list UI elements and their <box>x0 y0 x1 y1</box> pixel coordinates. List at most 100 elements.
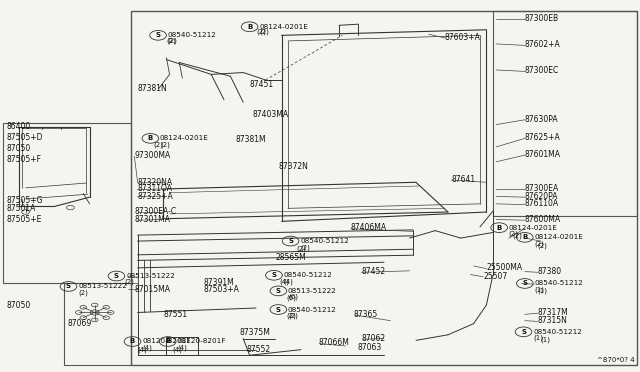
Text: 87630PA: 87630PA <box>525 115 559 124</box>
Text: (4): (4) <box>280 279 289 285</box>
Text: 08540-51212: 08540-51212 <box>288 307 337 312</box>
Text: (2): (2) <box>534 240 544 247</box>
Text: 87391M: 87391M <box>204 278 234 287</box>
Text: (6): (6) <box>286 294 296 301</box>
Text: 87381N: 87381N <box>138 84 167 93</box>
Text: 876110A: 876110A <box>525 199 559 208</box>
Text: B: B <box>165 339 170 344</box>
Text: 87505+G: 87505+G <box>6 196 43 205</box>
Text: 97300MA: 97300MA <box>134 151 171 160</box>
Text: 87503+A: 87503+A <box>204 285 239 294</box>
Bar <box>3 123 131 283</box>
Text: 87372N: 87372N <box>278 162 308 171</box>
Text: 87300EA-C: 87300EA-C <box>134 207 177 216</box>
Text: (1): (1) <box>538 288 548 294</box>
Text: 87602+A: 87602+A <box>525 40 561 49</box>
Text: 28565M: 28565M <box>275 253 306 262</box>
Text: S: S <box>66 283 71 289</box>
Text: (2): (2) <box>166 38 176 44</box>
Text: 87505+F: 87505+F <box>6 155 42 164</box>
Text: 87317M: 87317M <box>538 308 568 317</box>
Text: 08513-51222: 08513-51222 <box>78 283 127 289</box>
Text: 87600MA: 87600MA <box>525 215 561 224</box>
Text: 87300EA: 87300EA <box>525 184 559 193</box>
Text: 87380: 87380 <box>538 267 562 276</box>
Text: S: S <box>521 329 526 335</box>
Text: (2): (2) <box>512 233 522 240</box>
Text: 08540-51212: 08540-51212 <box>533 329 582 335</box>
Text: 87452: 87452 <box>362 267 386 276</box>
Text: 87066M: 87066M <box>319 339 349 347</box>
Text: (2): (2) <box>296 245 306 252</box>
Text: 08124-0201E: 08124-0201E <box>534 234 583 240</box>
Text: 25500MA: 25500MA <box>486 263 522 272</box>
Text: S: S <box>288 238 293 244</box>
Text: 08540-51212: 08540-51212 <box>168 32 216 38</box>
Text: S: S <box>114 273 119 279</box>
Text: 25507: 25507 <box>483 272 508 280</box>
Text: (2): (2) <box>125 279 134 285</box>
Text: 87451: 87451 <box>250 80 274 89</box>
Text: 86400: 86400 <box>6 122 31 131</box>
Text: (4): (4) <box>177 344 187 351</box>
Bar <box>64 283 131 365</box>
Text: 87381M: 87381M <box>236 135 266 144</box>
Text: S: S <box>276 288 281 294</box>
Text: (2): (2) <box>154 141 163 148</box>
Text: 87625+A: 87625+A <box>525 133 561 142</box>
Bar <box>131 11 637 365</box>
Text: ^870*0? 4: ^870*0? 4 <box>597 357 635 363</box>
Text: B: B <box>497 225 502 231</box>
Text: 08540-51212: 08540-51212 <box>300 238 349 244</box>
Text: S: S <box>156 32 161 38</box>
Text: 08513-51222: 08513-51222 <box>126 273 175 279</box>
Text: (2): (2) <box>538 242 547 249</box>
Text: 08124-0201E: 08124-0201E <box>160 135 209 141</box>
Text: (2): (2) <box>286 313 296 320</box>
Text: 08120-8201F: 08120-8201F <box>177 339 226 344</box>
Text: S: S <box>276 307 281 312</box>
Text: B: B <box>247 24 252 30</box>
Text: (2): (2) <box>160 141 170 148</box>
Text: (4): (4) <box>142 344 152 351</box>
Text: 87403MA: 87403MA <box>253 110 289 119</box>
Text: 87015MA: 87015MA <box>134 285 170 294</box>
Text: 87069: 87069 <box>67 319 92 328</box>
Text: (2): (2) <box>288 312 298 319</box>
Text: 87375M: 87375M <box>240 328 271 337</box>
Text: S: S <box>522 280 527 286</box>
Text: 87300EC: 87300EC <box>525 66 559 75</box>
Text: (2): (2) <box>300 244 310 251</box>
Text: 87325+A: 87325+A <box>138 192 173 201</box>
Bar <box>493 11 637 216</box>
Text: 87603+A: 87603+A <box>445 33 481 42</box>
Text: (2): (2) <box>168 38 177 44</box>
Text: (1): (1) <box>541 336 551 343</box>
Text: (4): (4) <box>138 346 147 353</box>
Text: 87315N: 87315N <box>538 316 568 325</box>
Text: (2): (2) <box>259 29 269 35</box>
Text: 87063: 87063 <box>357 343 381 352</box>
Text: 08124-0201E: 08124-0201E <box>259 24 308 30</box>
Text: 87406MA: 87406MA <box>351 223 387 232</box>
Text: 08120-8201F: 08120-8201F <box>142 339 191 344</box>
Text: 87641: 87641 <box>451 175 476 184</box>
Text: 08124-0201E: 08124-0201E <box>509 225 557 231</box>
Text: S: S <box>271 272 276 278</box>
Text: (6): (6) <box>288 294 298 300</box>
Text: 87050: 87050 <box>6 301 31 310</box>
Text: B: B <box>522 234 527 240</box>
Text: (1): (1) <box>534 286 545 293</box>
Text: (2): (2) <box>78 289 88 296</box>
Text: 87620PA: 87620PA <box>525 192 558 201</box>
Text: 87501A: 87501A <box>6 204 36 213</box>
Text: B: B <box>148 135 153 141</box>
Text: 87552: 87552 <box>246 345 271 354</box>
Text: 87551: 87551 <box>163 310 188 319</box>
Text: B: B <box>130 339 135 344</box>
Text: (2): (2) <box>256 28 266 35</box>
Text: 87062: 87062 <box>362 334 386 343</box>
Text: 08540-51212: 08540-51212 <box>284 272 332 278</box>
Text: 87300EB: 87300EB <box>525 14 559 23</box>
Text: 87365: 87365 <box>353 310 378 319</box>
